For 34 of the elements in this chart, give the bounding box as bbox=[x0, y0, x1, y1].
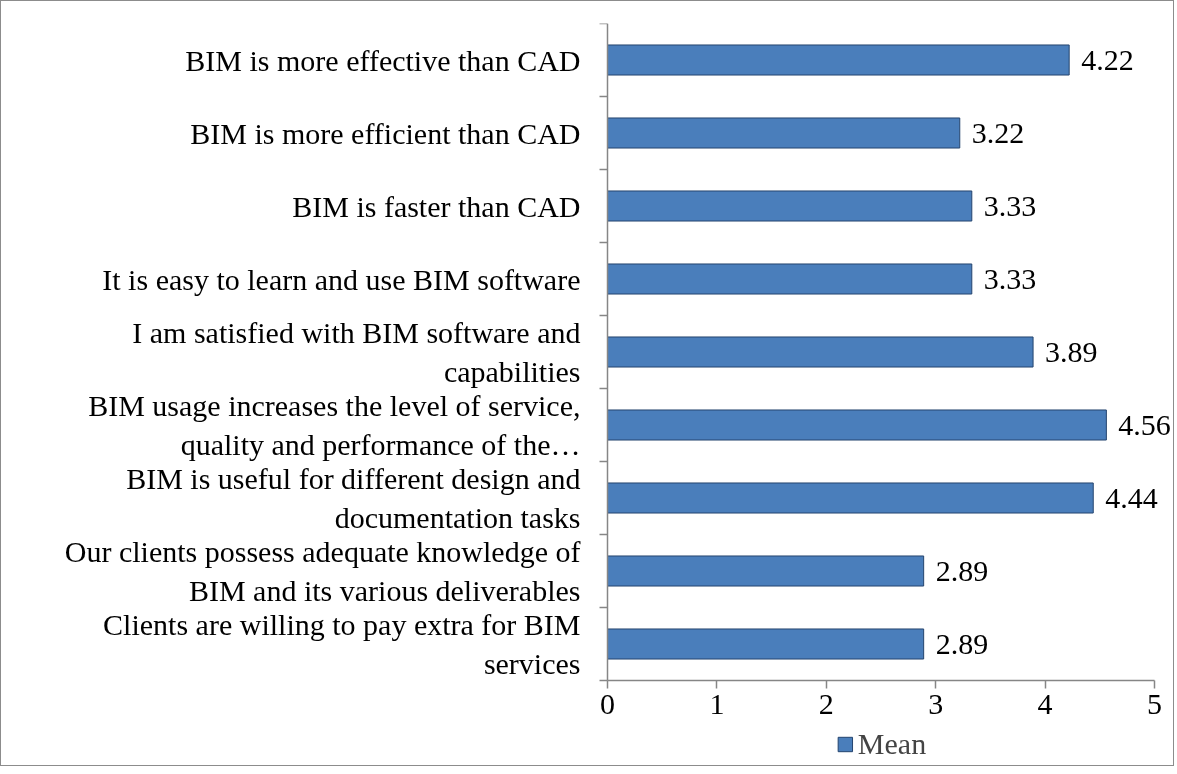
y-tick-label: It is easy to learn and use BIM software bbox=[102, 262, 581, 296]
data-label: 3.33 bbox=[983, 188, 1037, 222]
data-label: 4.56 bbox=[1118, 407, 1171, 441]
bar bbox=[607, 555, 925, 587]
y-tick-label: BIM is more efficient than CAD bbox=[190, 116, 581, 150]
y-tick-label: Our clients possess adequate knowledge of BIM and its various deliverables bbox=[64, 534, 581, 608]
x-tick-label: 2 bbox=[818, 686, 834, 720]
data-label: 3.33 bbox=[983, 261, 1037, 295]
bar bbox=[607, 44, 1070, 76]
x-tick-label: 3 bbox=[928, 686, 944, 720]
x-tick-label: 4 bbox=[1037, 686, 1053, 720]
bar bbox=[607, 482, 1094, 514]
legend-label: Mean bbox=[857, 727, 927, 761]
bar bbox=[607, 336, 1034, 368]
x-tick-label: 0 bbox=[600, 686, 615, 720]
bar bbox=[607, 628, 925, 660]
y-tick-label: BIM is faster than CAD bbox=[292, 189, 581, 223]
y-tick-label: BIM is more effective than CAD bbox=[185, 43, 581, 77]
x-tick-label: 5 bbox=[1147, 686, 1162, 720]
y-tick-label: BIM usage increases the level of service, quality and performance of the… bbox=[88, 388, 581, 462]
y-tick-label: Clients are willing to pay extra for BIM services bbox=[103, 607, 581, 681]
data-label: 2.89 bbox=[935, 553, 989, 587]
x-tick-label: 1 bbox=[709, 686, 725, 720]
data-label: 3.89 bbox=[1045, 334, 1098, 368]
bar bbox=[607, 190, 973, 222]
y-tick-label: I am satisfied with BIM software and capabilities bbox=[132, 315, 581, 389]
bar bbox=[607, 117, 961, 149]
data-label: 2.89 bbox=[935, 626, 989, 660]
data-label: 4.44 bbox=[1105, 480, 1158, 514]
data-label: 3.22 bbox=[971, 115, 1025, 149]
data-label: 4.22 bbox=[1081, 42, 1134, 76]
y-tick-label: BIM is useful for different design and documentation tasks bbox=[126, 461, 581, 535]
bar bbox=[607, 409, 1107, 441]
bar bbox=[607, 263, 973, 295]
